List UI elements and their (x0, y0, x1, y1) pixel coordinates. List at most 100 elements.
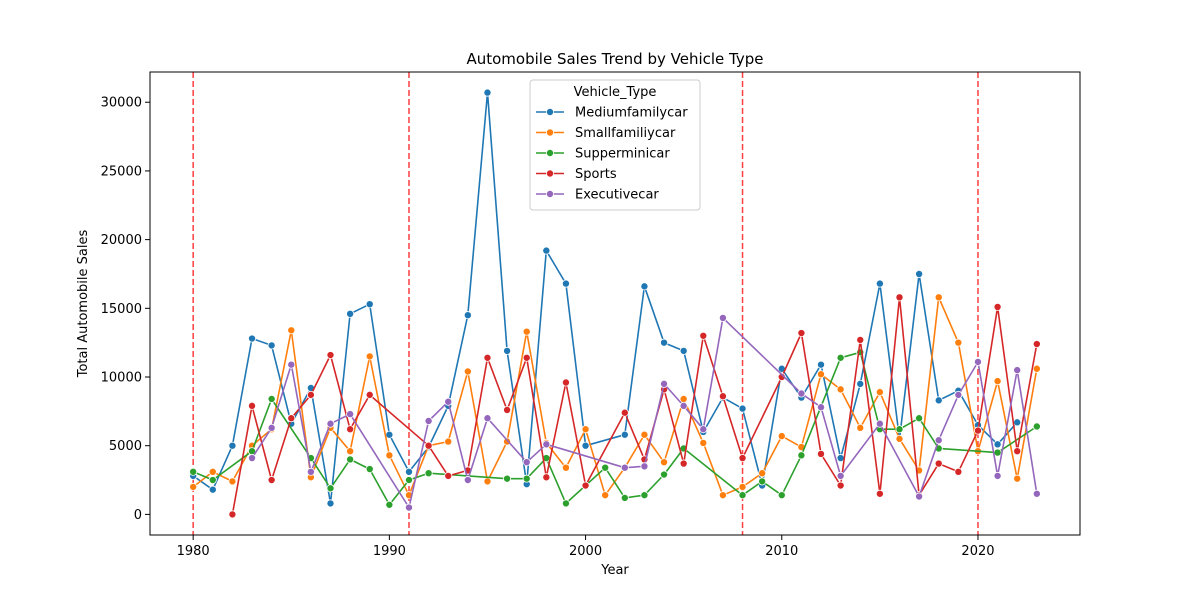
data-point (542, 246, 551, 255)
data-point (640, 462, 649, 471)
data-point (934, 436, 943, 445)
data-point (404, 467, 413, 476)
data-point (973, 426, 982, 435)
legend-label: Supperminicar (575, 147, 670, 162)
data-point (875, 489, 884, 498)
data-point (208, 467, 217, 476)
x-axis-ticks: 1980 1990 2000 2010 2020 (177, 535, 995, 559)
data-point (973, 357, 982, 366)
data-point (660, 379, 669, 388)
data-point (306, 390, 315, 399)
data-point (836, 471, 845, 480)
data-point (699, 331, 708, 340)
data-point (836, 353, 845, 362)
x-tick-label: 2010 (765, 544, 798, 559)
data-point (561, 279, 570, 288)
y-tick-label: 5000 (109, 439, 142, 454)
data-point (444, 397, 453, 406)
data-point (503, 405, 512, 414)
data-point (875, 419, 884, 428)
data-point (248, 334, 257, 343)
data-point (404, 476, 413, 485)
y-tick-label: 20000 (101, 233, 142, 248)
data-point (601, 463, 610, 472)
x-tick-label: 1980 (177, 544, 210, 559)
legend-marker (546, 189, 555, 198)
data-point (248, 454, 257, 463)
data-point (875, 388, 884, 397)
data-point (797, 451, 806, 460)
data-point (522, 458, 531, 467)
data-point (1032, 364, 1041, 373)
data-point (895, 434, 904, 443)
legend-entry: Smallfamiliycar (536, 126, 676, 141)
data-point (620, 493, 629, 502)
data-point (503, 346, 512, 355)
data-point (817, 449, 826, 458)
legend-box (529, 79, 701, 211)
data-point (856, 423, 865, 432)
data-point (797, 389, 806, 398)
data-point (679, 401, 688, 410)
legend-entry: Mediumfamilycar (536, 106, 688, 121)
data-point (718, 392, 727, 401)
data-point (856, 379, 865, 388)
data-point (601, 491, 610, 500)
x-axis-title: Year (600, 563, 629, 578)
data-point (306, 467, 315, 476)
data-point (679, 459, 688, 468)
chart-title: Automobile Sales Trend by Vehicle Type (466, 50, 763, 68)
data-point (954, 390, 963, 399)
data-point (581, 481, 590, 490)
legend-marker (546, 169, 555, 178)
data-point (758, 469, 767, 478)
data-point (365, 465, 374, 474)
data-point (993, 440, 1002, 449)
data-point (228, 477, 237, 486)
data-point (895, 425, 904, 434)
data-point (365, 352, 374, 361)
data-point (346, 410, 355, 419)
data-point (875, 279, 884, 288)
data-point (1032, 340, 1041, 349)
data-point (660, 458, 669, 467)
data-point (267, 476, 276, 485)
data-point (287, 326, 296, 335)
data-point (1013, 366, 1022, 375)
data-point (797, 329, 806, 338)
data-point (503, 474, 512, 483)
legend-label: Mediumfamilycar (575, 106, 688, 121)
data-point (483, 88, 492, 97)
data-point (954, 467, 963, 476)
data-point (267, 394, 276, 403)
data-point (993, 377, 1002, 386)
data-point (444, 437, 453, 446)
data-point (1013, 418, 1022, 427)
y-axis-title: Total Automobile Sales (76, 230, 91, 379)
legend-marker (546, 128, 555, 137)
data-point (915, 492, 924, 501)
event-lines (192, 72, 979, 535)
data-point (385, 451, 394, 460)
series-line (192, 351, 1038, 506)
plot-frame (149, 71, 1081, 536)
data-point (934, 396, 943, 405)
data-point (836, 454, 845, 463)
data-point (326, 351, 335, 360)
data-point (915, 269, 924, 278)
data-point (738, 491, 747, 500)
data-point (189, 482, 198, 491)
data-point (424, 416, 433, 425)
data-point (1032, 489, 1041, 498)
data-point (738, 454, 747, 463)
y-tick-label: 15000 (101, 302, 142, 317)
data-point (326, 499, 335, 508)
data-point (620, 408, 629, 417)
y-tick-label: 10000 (101, 371, 142, 386)
data-point (699, 425, 708, 434)
data-point (483, 477, 492, 486)
data-point (365, 300, 374, 309)
data-point (836, 385, 845, 394)
data-point (444, 471, 453, 480)
